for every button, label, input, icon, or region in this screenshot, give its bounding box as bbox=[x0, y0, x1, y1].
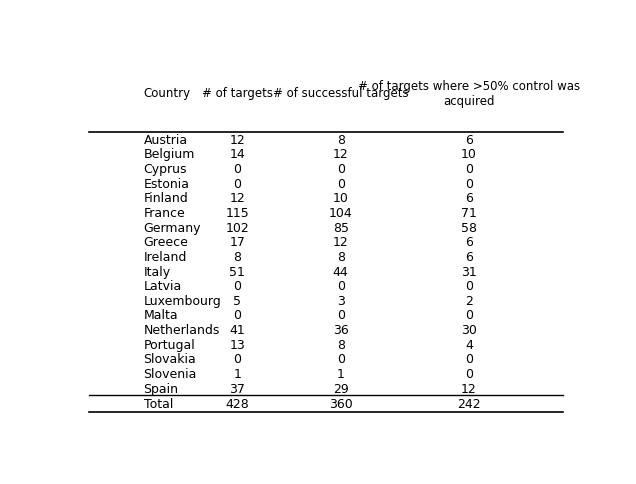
Text: Italy: Italy bbox=[144, 265, 170, 278]
Text: Latvia: Latvia bbox=[144, 280, 182, 292]
Text: 242: 242 bbox=[457, 397, 481, 410]
Text: 0: 0 bbox=[336, 353, 345, 365]
Text: 71: 71 bbox=[461, 207, 477, 219]
Text: 44: 44 bbox=[333, 265, 349, 278]
Text: 12: 12 bbox=[230, 134, 245, 146]
Text: 428: 428 bbox=[225, 397, 249, 410]
Text: Slovakia: Slovakia bbox=[144, 353, 197, 365]
Text: 0: 0 bbox=[233, 309, 241, 322]
Text: 41: 41 bbox=[230, 323, 245, 336]
Text: 0: 0 bbox=[465, 367, 473, 380]
Text: # of successful targets: # of successful targets bbox=[273, 87, 408, 100]
Text: Malta: Malta bbox=[144, 309, 178, 322]
Text: 17: 17 bbox=[230, 236, 245, 249]
Text: 102: 102 bbox=[225, 221, 249, 234]
Text: 2: 2 bbox=[465, 294, 473, 307]
Text: 10: 10 bbox=[333, 192, 349, 205]
Text: 12: 12 bbox=[333, 148, 349, 161]
Text: 37: 37 bbox=[230, 382, 245, 395]
Text: Ireland: Ireland bbox=[144, 250, 187, 263]
Text: 6: 6 bbox=[465, 236, 473, 249]
Text: 0: 0 bbox=[465, 309, 473, 322]
Text: Greece: Greece bbox=[144, 236, 188, 249]
Text: 1: 1 bbox=[337, 367, 345, 380]
Text: 3: 3 bbox=[337, 294, 345, 307]
Text: 0: 0 bbox=[336, 177, 345, 190]
Text: 0: 0 bbox=[336, 280, 345, 292]
Text: 1: 1 bbox=[233, 367, 241, 380]
Text: Slovenia: Slovenia bbox=[144, 367, 197, 380]
Text: 8: 8 bbox=[336, 338, 345, 351]
Text: Belgium: Belgium bbox=[144, 148, 195, 161]
Text: 0: 0 bbox=[233, 280, 241, 292]
Text: Austria: Austria bbox=[144, 134, 188, 146]
Text: 360: 360 bbox=[329, 397, 352, 410]
Text: 0: 0 bbox=[233, 163, 241, 176]
Text: Netherlands: Netherlands bbox=[144, 323, 220, 336]
Text: # of targets where >50% control was
acquired: # of targets where >50% control was acqu… bbox=[358, 79, 580, 107]
Text: 115: 115 bbox=[225, 207, 249, 219]
Text: 51: 51 bbox=[230, 265, 245, 278]
Text: 36: 36 bbox=[333, 323, 349, 336]
Text: 6: 6 bbox=[465, 134, 473, 146]
Text: 31: 31 bbox=[461, 265, 477, 278]
Text: 12: 12 bbox=[333, 236, 349, 249]
Text: 85: 85 bbox=[333, 221, 349, 234]
Text: Spain: Spain bbox=[144, 382, 179, 395]
Text: 8: 8 bbox=[336, 134, 345, 146]
Text: 0: 0 bbox=[233, 177, 241, 190]
Text: 14: 14 bbox=[230, 148, 245, 161]
Text: 6: 6 bbox=[465, 192, 473, 205]
Text: 12: 12 bbox=[230, 192, 245, 205]
Text: Portugal: Portugal bbox=[144, 338, 195, 351]
Text: Estonia: Estonia bbox=[144, 177, 190, 190]
Text: 6: 6 bbox=[465, 250, 473, 263]
Text: 30: 30 bbox=[461, 323, 477, 336]
Text: 10: 10 bbox=[461, 148, 477, 161]
Text: 8: 8 bbox=[233, 250, 241, 263]
Text: 4: 4 bbox=[465, 338, 473, 351]
Text: 5: 5 bbox=[233, 294, 241, 307]
Text: 0: 0 bbox=[336, 163, 345, 176]
Text: # of targets: # of targets bbox=[202, 87, 273, 100]
Text: 0: 0 bbox=[465, 353, 473, 365]
Text: 0: 0 bbox=[465, 163, 473, 176]
Text: 8: 8 bbox=[336, 250, 345, 263]
Text: France: France bbox=[144, 207, 185, 219]
Text: Germany: Germany bbox=[144, 221, 201, 234]
Text: Luxembourg: Luxembourg bbox=[144, 294, 221, 307]
Text: 104: 104 bbox=[329, 207, 352, 219]
Text: Cyprus: Cyprus bbox=[144, 163, 187, 176]
Text: 0: 0 bbox=[465, 280, 473, 292]
Text: 12: 12 bbox=[461, 382, 477, 395]
Text: Country: Country bbox=[144, 87, 191, 100]
Text: 0: 0 bbox=[336, 309, 345, 322]
Text: 0: 0 bbox=[465, 177, 473, 190]
Text: 13: 13 bbox=[230, 338, 245, 351]
Text: Finland: Finland bbox=[144, 192, 188, 205]
Text: Total: Total bbox=[144, 397, 173, 410]
Text: 58: 58 bbox=[461, 221, 477, 234]
Text: 0: 0 bbox=[233, 353, 241, 365]
Text: 29: 29 bbox=[333, 382, 349, 395]
